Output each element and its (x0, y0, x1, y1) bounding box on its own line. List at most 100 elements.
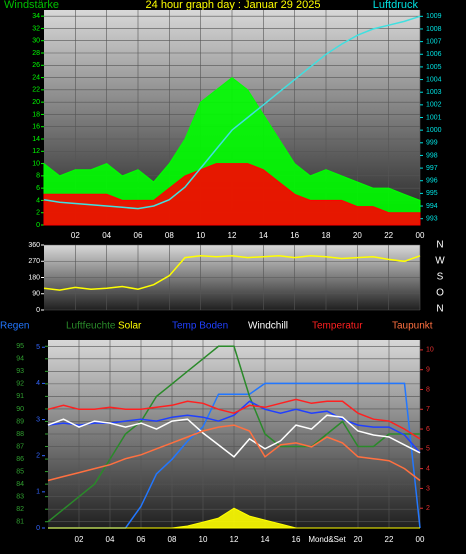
y-tick-label: 26 (32, 62, 40, 69)
y-tick-label: 82 (16, 506, 24, 513)
y2-tick-label: 1009 (426, 13, 442, 20)
series-line (47, 414, 421, 458)
x-tick-label: 02 (75, 535, 84, 544)
annotation: Mond&Set (308, 535, 346, 544)
y2-tick-label: 10 (426, 347, 434, 354)
y-tick-label: 90 (16, 406, 24, 413)
y-tick-label: 360 (28, 242, 40, 249)
compass-label: N (436, 304, 443, 315)
y3-tick-label: 5 (36, 344, 40, 351)
y-tick-label: 93 (16, 368, 24, 375)
series-line (43, 15, 421, 210)
y-tick-label: 87 (16, 443, 24, 450)
y-tick-label: 30 (32, 38, 40, 45)
y2-tick-label: 997 (426, 165, 438, 172)
legend-entry: Solar (118, 321, 142, 332)
y2-tick-label: 5 (426, 446, 430, 453)
y2-tick-label: 6 (426, 426, 430, 433)
y-tick-label: 88 (16, 431, 24, 438)
x-tick-label: 06 (134, 231, 143, 240)
y-tick-label: 86 (16, 456, 24, 463)
x-tick-label: 10 (199, 535, 208, 544)
x-tick-label: 14 (261, 535, 270, 544)
y-tick-label: 34 (32, 13, 40, 20)
y2-tick-label: 995 (426, 190, 438, 197)
y-tick-label: 32 (32, 25, 40, 32)
y-tick-label: 270 (28, 258, 40, 265)
y2-tick-label: 7 (426, 406, 430, 413)
y-tick-label: 91 (16, 393, 24, 400)
y2-tick-label: 9 (426, 367, 430, 374)
compass-label: W (435, 256, 445, 267)
x-tick-label: 12 (230, 535, 239, 544)
x-tick-label: 00 (416, 535, 425, 544)
x-tick-label: 06 (137, 535, 146, 544)
compass-label: O (436, 288, 444, 299)
y-tick-label: 90 (32, 291, 40, 298)
y2-tick-label: 1007 (426, 38, 442, 45)
y2-tick-label: 993 (426, 216, 438, 223)
y-tick-label: 94 (16, 356, 24, 363)
x-tick-label: 22 (385, 535, 394, 544)
y2-tick-label: 1006 (426, 51, 442, 58)
legend-entry: Taupunkt (392, 321, 433, 332)
y-tick-label: 180 (28, 274, 40, 281)
x-tick-label: 04 (102, 231, 111, 240)
x-tick-label: 20 (354, 535, 363, 544)
series-line (47, 345, 420, 523)
y-tick-label: 0 (36, 307, 40, 314)
y3-tick-label: 2 (36, 453, 40, 460)
y2-tick-label: 998 (426, 152, 438, 159)
x-tick-label: 22 (384, 231, 393, 240)
x-tick-label: 20 (353, 231, 362, 240)
y-axis-title: Windstärke (4, 0, 59, 11)
y2-tick-label: 999 (426, 140, 438, 147)
y-tick-label: 92 (16, 381, 24, 388)
y-tick-label: 83 (16, 494, 24, 501)
series-area (43, 76, 421, 226)
x-tick-label: 00 (416, 231, 425, 240)
compass-label: N (436, 240, 443, 251)
y-tick-label: 10 (32, 160, 40, 167)
y3-tick-label: 1 (36, 489, 40, 496)
y2-tick-label: 1008 (426, 26, 442, 33)
y-tick-label: 16 (32, 124, 40, 131)
legend-entry: Windchill (248, 321, 288, 332)
compass-label: S (437, 272, 444, 283)
y-tick-label: 8 (36, 173, 40, 180)
x-tick-label: 14 (259, 231, 268, 240)
y-tick-label: 2 (36, 210, 40, 217)
y2-tick-label: 8 (426, 386, 430, 393)
y-tick-label: 6 (36, 185, 40, 192)
y3-tick-label: 4 (36, 380, 40, 387)
x-tick-label: 12 (228, 231, 237, 240)
y2-tick-label: 994 (426, 203, 438, 210)
y2-tick-label: 1001 (426, 114, 442, 121)
x-tick-label: 16 (290, 231, 299, 240)
series-line (43, 255, 421, 291)
y2-tick-label: 2 (426, 505, 430, 512)
y2-tick-label: 1002 (426, 102, 442, 109)
series-area (48, 507, 420, 529)
legend-entry: Temp Boden (172, 321, 228, 332)
y-tick-label: 20 (32, 99, 40, 106)
y-tick-label: 0 (36, 222, 40, 229)
series-area (43, 163, 421, 226)
series-line (47, 398, 421, 440)
y3-tick-label: 3 (36, 416, 40, 423)
y-tick-label: 14 (32, 136, 40, 143)
y-tick-label: 89 (16, 418, 24, 425)
legend-entry: Regen (0, 321, 29, 332)
y2-tick-label: 4 (426, 465, 430, 472)
y-tick-label: 18 (32, 111, 40, 118)
y3-tick-label: 0 (36, 525, 40, 532)
y-tick-label: 85 (16, 468, 24, 475)
series-line (47, 424, 421, 482)
y-tick-label: 4 (36, 197, 40, 204)
legend-entry: Luftfeuchte (66, 321, 116, 332)
y2-tick-label: 3 (426, 485, 430, 492)
y-tick-label: 84 (16, 481, 24, 488)
x-tick-label: 18 (322, 231, 331, 240)
y-tick-label: 12 (32, 148, 40, 155)
